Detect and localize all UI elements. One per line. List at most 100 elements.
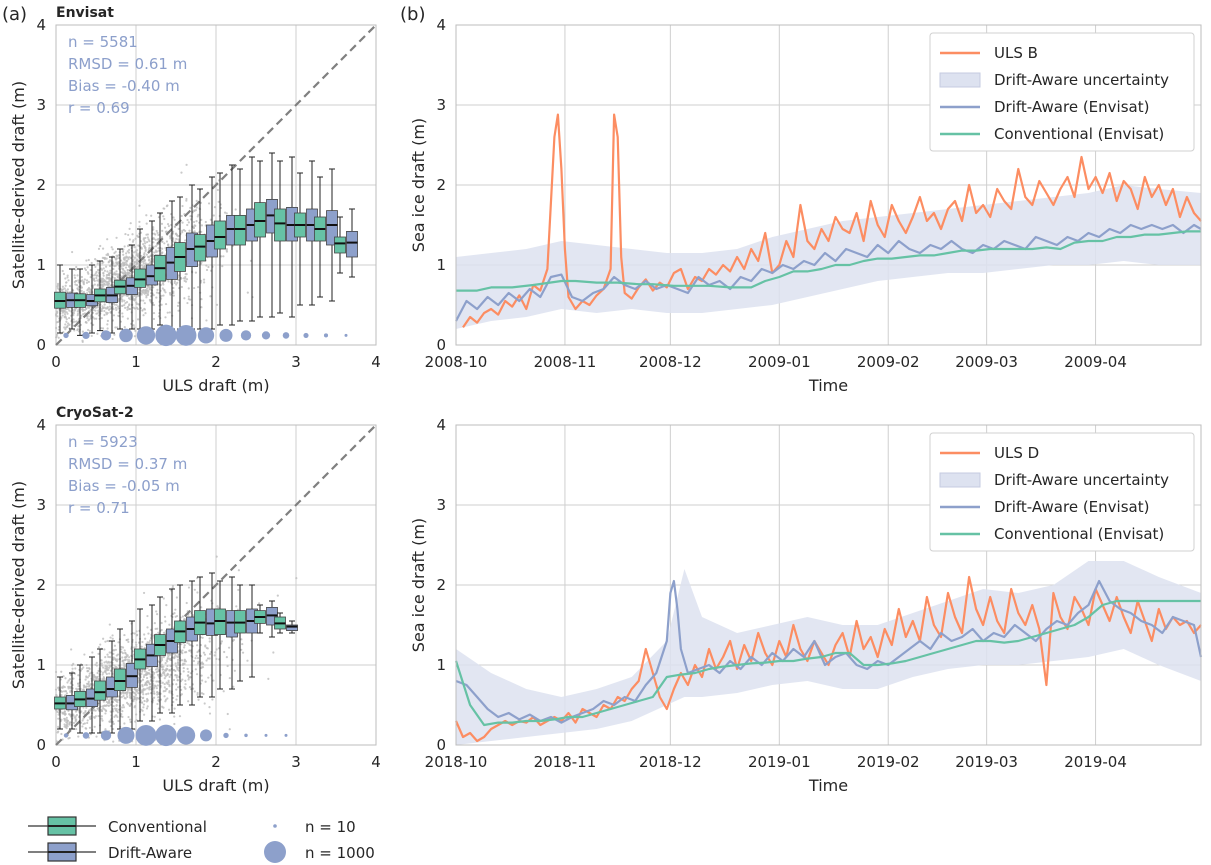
scatter-point [166,243,170,246]
scatter-point [195,199,198,203]
scatter-point [126,305,130,309]
scatter-point [175,698,178,701]
scatter-point [141,678,145,681]
scatter-point [140,708,143,711]
scatter-point [107,704,110,707]
scatter-point [123,270,126,273]
scatter-point [133,294,136,297]
scatter-point [128,272,131,275]
plot-frame [55,424,377,746]
y-tick-label: 0 [36,736,46,754]
scatter-point [157,699,160,702]
scatter-point [106,653,109,656]
scatter-point [100,317,103,320]
scatter-point [112,658,115,661]
scatter-point [160,663,163,666]
scatter-point [134,693,138,697]
scatter-point [97,247,101,250]
scatter-point [162,706,165,709]
scatter-point [55,694,58,697]
scatter-point [138,204,141,207]
bin-count-circle [199,729,213,742]
scatter-point [177,663,180,666]
scatter-point [75,320,78,323]
scatter-point [104,671,107,674]
scatter-point [161,668,165,671]
scatter-point [55,336,58,339]
scatter-point [107,655,110,658]
scatter-point [120,696,123,699]
x-tick-label: 2 [211,753,221,771]
y-axis-label: Satellite-derived draft (m) [9,81,28,289]
scatter-point [272,651,275,654]
scatter-point [213,206,217,209]
scatter-point [189,206,192,209]
scatter-point [241,651,245,654]
scatter-point [186,641,189,644]
scatter-point [156,250,159,253]
scatter-point [240,638,243,641]
scatter-point [156,673,160,676]
scatter-point [153,232,156,235]
scatter-point [205,659,208,662]
scatter-point [67,737,70,740]
scatter-point [126,250,129,253]
scatter-point [188,643,191,646]
y-tick-label: 4 [36,416,46,434]
x-tick-label: 1 [131,753,141,771]
scatter-point [183,297,186,300]
scatter-point [72,314,75,317]
scatter-point [64,726,67,729]
scatter-point [112,727,115,731]
scatter-point [217,200,220,203]
scatter-point [142,299,145,302]
scatter-point [154,245,158,248]
scatter-point [63,717,66,720]
scatter-point [143,633,146,636]
scatter-point [114,264,117,267]
scatter-point [123,659,126,662]
scatter-point [88,684,91,687]
scatter-point [62,685,65,688]
scatter-point [61,269,64,273]
scatter-point [123,633,126,637]
bin-count-circle [176,726,196,745]
scatter-point [145,240,149,244]
scatter-point [105,672,108,676]
scatter-point [133,260,137,264]
bin-count-circle [155,724,177,747]
scatter-point [152,226,155,229]
scatter-point [85,676,88,679]
scatter-point [86,266,89,269]
scatter-point [164,302,168,306]
scatter-point [112,740,115,743]
scatter-point [228,676,231,680]
scatter-point [196,657,200,660]
scatter-point [124,652,127,655]
scatter-point [122,703,125,707]
scatter-point [109,703,112,706]
y-tick-label: 3 [36,496,46,514]
scatter-point [180,643,183,646]
scatter-point [101,705,104,708]
scatter-point [94,272,97,275]
scatter-point [109,720,112,723]
scatter-point [101,719,104,722]
scatter-point [88,674,91,677]
scatter-point [69,673,72,676]
scatter-point [173,218,176,221]
scatter-point [166,667,169,671]
scatter-point [112,314,116,317]
scatter-point [161,251,164,254]
scatter-point [172,238,175,241]
scatter-point [117,300,120,303]
scatter-point [186,301,189,305]
bin-count-circle [323,333,329,338]
scatter-point [216,188,219,192]
y-tick-label: 3 [36,96,46,114]
y-tick-label: 0 [436,736,446,754]
scatter-point [176,686,180,689]
scatter-point [108,651,111,654]
scatter-point [160,303,163,306]
